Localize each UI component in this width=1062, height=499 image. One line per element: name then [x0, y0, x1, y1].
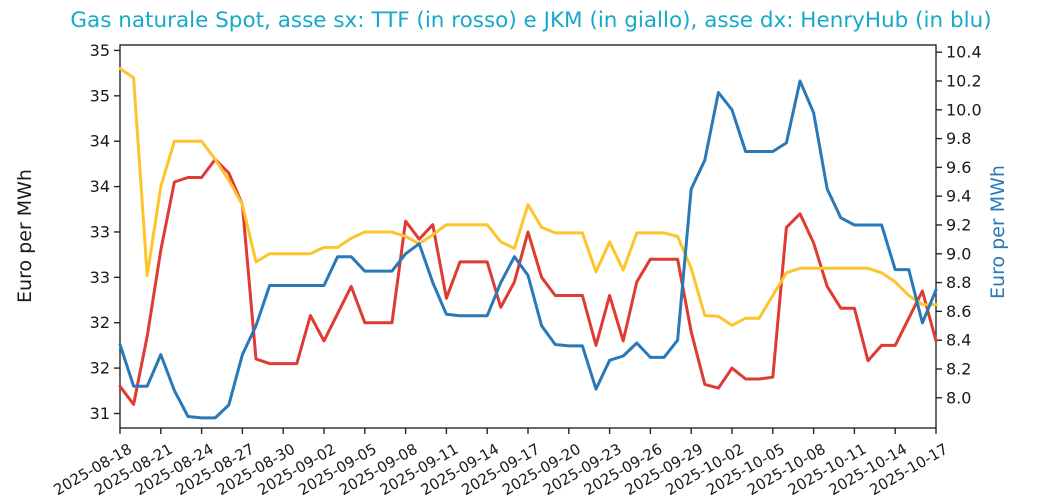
right-axis-label: Euro per MWh — [987, 165, 1009, 299]
left-tick-label: 35 — [90, 41, 110, 60]
right-tick-label: 8.4 — [946, 331, 971, 350]
right-tick-label: 8.8 — [946, 273, 971, 292]
right-tick-label: 8.6 — [946, 302, 971, 321]
right-tick-label: 8.0 — [946, 388, 971, 407]
series-line-jkm — [118, 67, 938, 327]
right-tick-label: 9.0 — [946, 244, 971, 263]
left-tick-label: 34 — [90, 132, 110, 151]
right-tick-label: 10.2 — [946, 71, 982, 90]
right-tick-label: 9.6 — [946, 158, 971, 177]
right-tick-label: 9.8 — [946, 129, 971, 148]
left-tick-label: 31 — [90, 404, 110, 423]
left-tick-label: 35 — [90, 86, 110, 105]
left-tick-label: 33 — [90, 222, 110, 241]
right-tick-label: 9.2 — [946, 215, 971, 234]
left-tick-label: 32 — [90, 313, 110, 332]
right-tick-label: 8.2 — [946, 359, 971, 378]
right-axis-ticks: 10.4 10.2 10.0 9.8 9.6 9.4 9.2 9.0 8.8 8.6 8.4 8.2 8… — [936, 43, 982, 407]
right-tick-label: 10.0 — [946, 100, 982, 119]
left-tick-label: 34 — [90, 177, 110, 196]
series-line-henryhub — [118, 79, 938, 420]
x-axis-ticks: 2025-08-182025-08-212025-08-242025-08-27… — [50, 428, 951, 499]
series-line-ttf — [118, 157, 938, 406]
right-tick-label: 9.4 — [946, 187, 971, 206]
right-tick-label: 10.4 — [946, 43, 982, 62]
chart-title: Gas naturale Spot, asse sx: TTF (in ross… — [70, 8, 991, 33]
left-tick-label: 32 — [90, 359, 110, 378]
left-axis-ticks: 35 35 34 34 33 33 32 32 31 — [90, 41, 120, 423]
left-axis-label: Euro per MWh — [14, 169, 36, 303]
left-tick-label: 33 — [90, 268, 110, 287]
series-lines — [118, 67, 938, 420]
